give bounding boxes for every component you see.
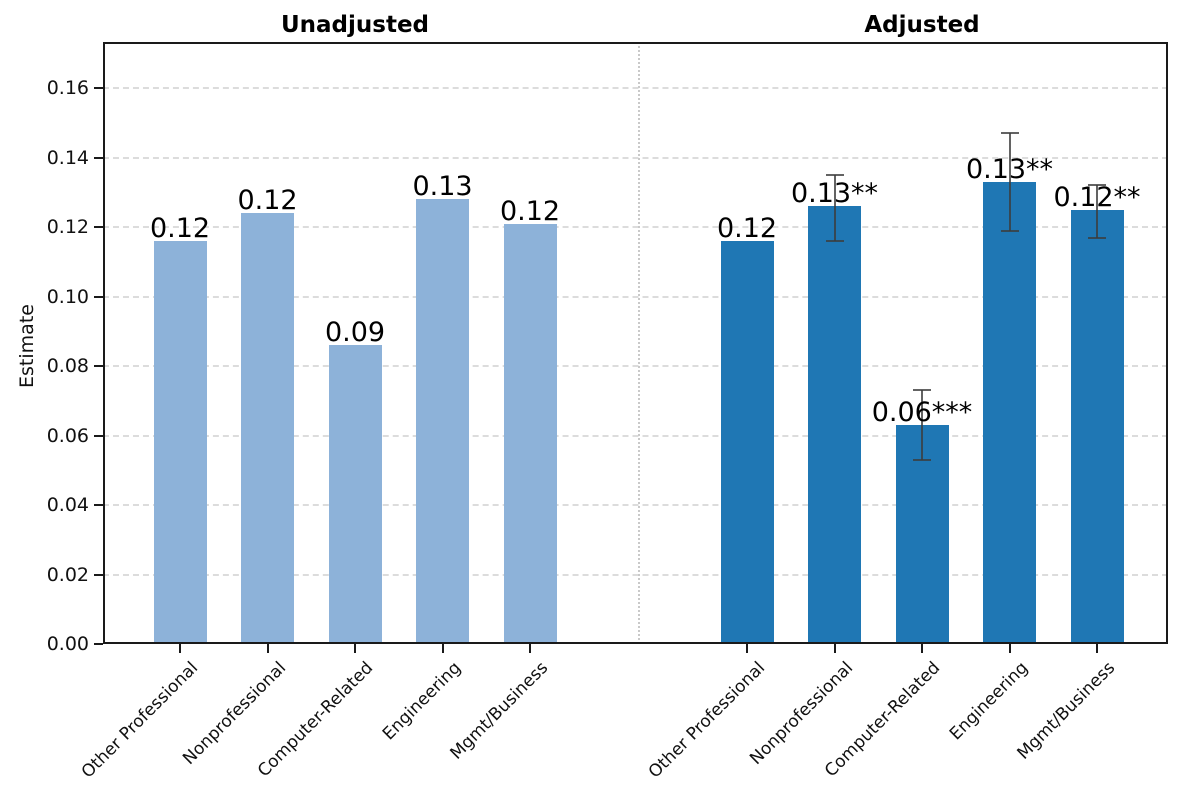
y-tick-label: 0.02 (46, 563, 89, 586)
bar (328, 345, 382, 644)
bar-value-label: 0.09 (324, 317, 386, 349)
x-tick (266, 644, 269, 653)
bar-value-label: 0.13** (790, 178, 879, 210)
x-tick (179, 644, 181, 653)
bar (503, 223, 557, 644)
x-tick (529, 644, 531, 653)
y-tick (94, 87, 103, 90)
error-bar-line (833, 175, 836, 242)
gridline (103, 434, 1168, 437)
bar (895, 425, 949, 644)
error-bar-cap-top (1000, 132, 1019, 135)
y-tick-label: 0.16 (46, 77, 89, 100)
y-tick-label: 0.12 (46, 216, 89, 239)
bar (241, 213, 294, 644)
y-tick (94, 226, 103, 229)
y-tick (94, 156, 103, 159)
bar-value-label: 0.13** (965, 153, 1054, 185)
x-tick (441, 644, 444, 653)
panel-separator-line (637, 42, 640, 644)
error-bar-cap-bottom (1000, 229, 1019, 232)
bar-value-label: 0.12 (237, 185, 298, 217)
y-tick (94, 504, 103, 507)
plot-area: 0.00 0.02 0.04 0.06 0.08 0.10 0.12 0.14 0.16 0.12… (47, 42, 1168, 782)
bar-value-label: 0.12 (499, 195, 561, 227)
error-bar-cap-bottom (1088, 236, 1106, 239)
y-tick (94, 295, 103, 298)
error-bar-cap-top (825, 174, 844, 177)
bar-value-label: 0.06*** (871, 397, 973, 429)
bar-value-label: 0.12 (716, 213, 778, 244)
x-tick (1008, 644, 1011, 653)
bar-value-label: 0.12 (149, 213, 211, 244)
y-tick (94, 365, 103, 368)
gridline (103, 504, 1168, 507)
bar (808, 206, 861, 644)
x-tick (354, 644, 356, 653)
panel-title-unadjusted: Unadjusted (280, 12, 430, 38)
bar (983, 182, 1036, 644)
gridline (103, 295, 1168, 298)
gridline (103, 156, 1168, 159)
y-tick-label: 0.00 (46, 633, 89, 655)
error-bar-line (921, 390, 923, 460)
bar (1070, 209, 1124, 644)
y-tick (94, 643, 103, 645)
error-bar-line (1008, 133, 1011, 231)
bar-value-label: 0.13 (412, 171, 473, 203)
y-tick (94, 573, 103, 576)
error-bar-cap-top (913, 389, 931, 392)
bar (720, 241, 774, 644)
gridline (103, 365, 1168, 368)
x-tick (1096, 644, 1098, 653)
error-bar-cap-bottom (913, 458, 931, 461)
gridline (103, 87, 1168, 90)
y-tick-label: 0.14 (46, 146, 89, 169)
bar (416, 199, 469, 644)
bar (153, 241, 207, 644)
x-tick (921, 644, 923, 653)
y-tick-label: 0.10 (46, 285, 89, 308)
error-bar-line (1096, 185, 1098, 238)
x-tick (746, 644, 748, 653)
x-tick (833, 644, 836, 653)
gridline (103, 226, 1168, 229)
gridline (103, 573, 1168, 576)
y-tick (94, 434, 103, 437)
panel-title-adjusted: Adjusted (864, 12, 980, 38)
y-tick-label: 0.08 (46, 355, 89, 378)
error-bar-cap-top (1088, 184, 1106, 187)
bar-value-label: 0.12** (1053, 181, 1141, 213)
y-tick-label: 0.06 (46, 424, 89, 447)
error-bar-cap-bottom (825, 240, 844, 243)
y-tick-label: 0.04 (46, 494, 89, 517)
